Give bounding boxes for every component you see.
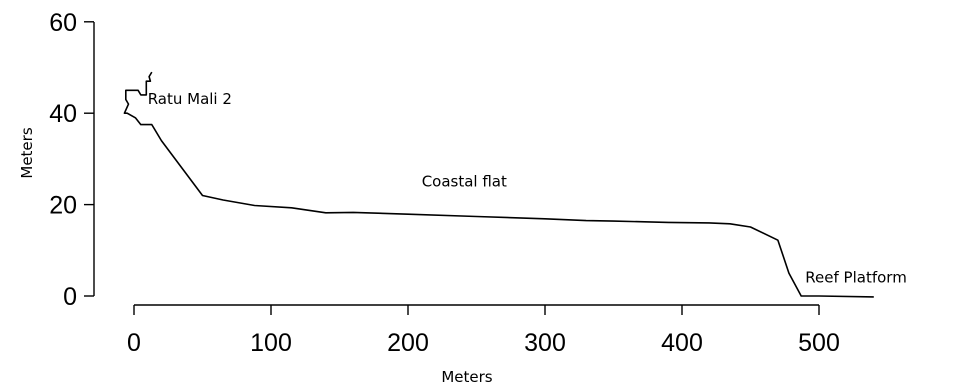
x-tick-label: 400 (661, 329, 703, 357)
y-tick-label: 60 (49, 9, 77, 37)
y-axis-ticks: 0 20 40 60 (49, 9, 94, 311)
y-tick-label: 40 (49, 100, 77, 128)
elevation-profile-line (123, 71, 874, 298)
annotation-label: Ratu Mali 2 (148, 90, 232, 108)
annotation-label: Coastal flat (422, 172, 507, 190)
y-tick-label: 0 (63, 283, 77, 311)
y-axis-label: Meters (18, 127, 36, 178)
annotation-label: Reef Platform (805, 268, 907, 286)
x-axis-label: Meters (441, 368, 492, 386)
x-tick-label: 200 (387, 329, 429, 357)
x-tick-label: 0 (127, 329, 141, 357)
x-tick-label: 500 (798, 329, 840, 357)
annotations: Ratu Mali 2 Coastal flat Reef Platform (148, 90, 907, 286)
x-tick-label: 300 (524, 329, 566, 357)
y-tick-label: 20 (49, 192, 77, 220)
x-axis-ticks: 0 100 200 300 400 500 (127, 305, 840, 357)
x-tick-label: 100 (250, 329, 292, 357)
